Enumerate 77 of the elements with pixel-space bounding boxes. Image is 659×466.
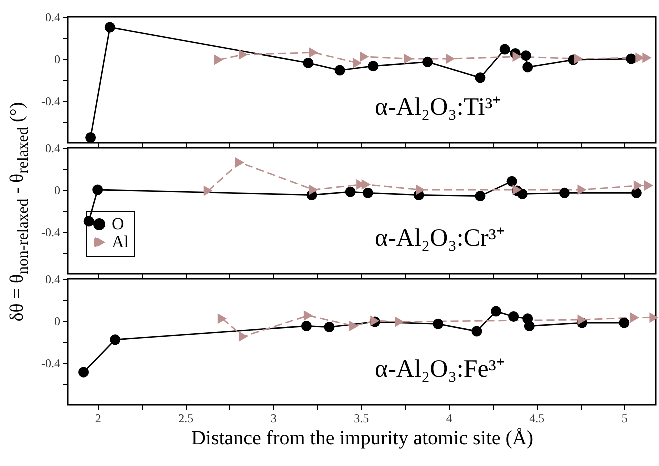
point (368, 61, 379, 72)
y-tick-label: 0.4 (46, 142, 60, 156)
y-tick-label: -0.4 (42, 226, 60, 240)
y-tick-label: 0.4 (46, 272, 60, 286)
point (522, 62, 534, 73)
annotation: α-Al₂O₃:Ti³⁺ (375, 94, 501, 121)
y-tick-label: -0.4 (42, 94, 60, 108)
point (475, 191, 486, 202)
point (304, 310, 314, 321)
point (303, 58, 314, 68)
point (218, 314, 227, 324)
legend-label: O (112, 214, 124, 234)
point (512, 52, 522, 62)
point (630, 312, 640, 324)
point (238, 50, 248, 60)
point (334, 65, 346, 76)
point (578, 314, 587, 326)
point (309, 184, 318, 196)
point (78, 367, 90, 378)
point (104, 22, 116, 33)
point (416, 184, 426, 196)
point (404, 54, 414, 64)
y-tick-label: 0.4 (46, 10, 60, 24)
point (362, 188, 374, 198)
point (353, 58, 362, 68)
point (642, 52, 652, 64)
point (86, 132, 96, 143)
point (500, 44, 510, 55)
y-tick-label: 0 (54, 184, 60, 198)
point (517, 188, 528, 200)
point (650, 312, 659, 324)
x-tick-label: 3 (270, 412, 277, 426)
point (214, 54, 224, 66)
point (626, 54, 637, 64)
x-axis-title: Distance from the impurity atomic site (Å) (191, 428, 534, 450)
point (559, 188, 570, 198)
legend-label: Al (112, 232, 130, 252)
y-tick-label: 0 (54, 52, 60, 66)
point (524, 321, 535, 332)
x-tick-label: 5 (622, 412, 628, 426)
point (578, 184, 587, 196)
point (506, 176, 518, 187)
point (350, 321, 359, 332)
point (301, 321, 312, 332)
point (619, 318, 630, 328)
point (520, 50, 532, 62)
annotation: α-Al₂O₃:Fe³⁺ (375, 356, 504, 383)
point (631, 188, 642, 198)
x-tick-label: 2.5 (178, 412, 194, 426)
point (433, 318, 444, 330)
point (395, 316, 404, 328)
point (110, 334, 121, 346)
x-tick-label: 4 (446, 412, 452, 426)
point (235, 157, 245, 168)
point (491, 306, 502, 317)
point (644, 180, 654, 192)
point (574, 54, 584, 64)
point (238, 332, 248, 342)
point (475, 72, 486, 84)
point (324, 322, 335, 333)
annotation: α-Al₂O₃:Cr³⁺ (375, 225, 504, 252)
point (345, 186, 356, 198)
point (360, 52, 370, 62)
point (362, 180, 371, 190)
y-tick-label: -0.4 (42, 356, 60, 370)
y-tick-label: 0 (54, 314, 60, 328)
x-tick-label: 2 (95, 412, 102, 426)
point (309, 47, 318, 58)
x-tick-label: 4.5 (530, 412, 545, 426)
point (508, 312, 520, 322)
point (422, 56, 434, 68)
point (92, 184, 104, 196)
point (204, 186, 213, 196)
x-tick-label: 3.5 (354, 412, 370, 426)
point (446, 54, 456, 64)
point (634, 180, 643, 192)
point (472, 326, 482, 337)
